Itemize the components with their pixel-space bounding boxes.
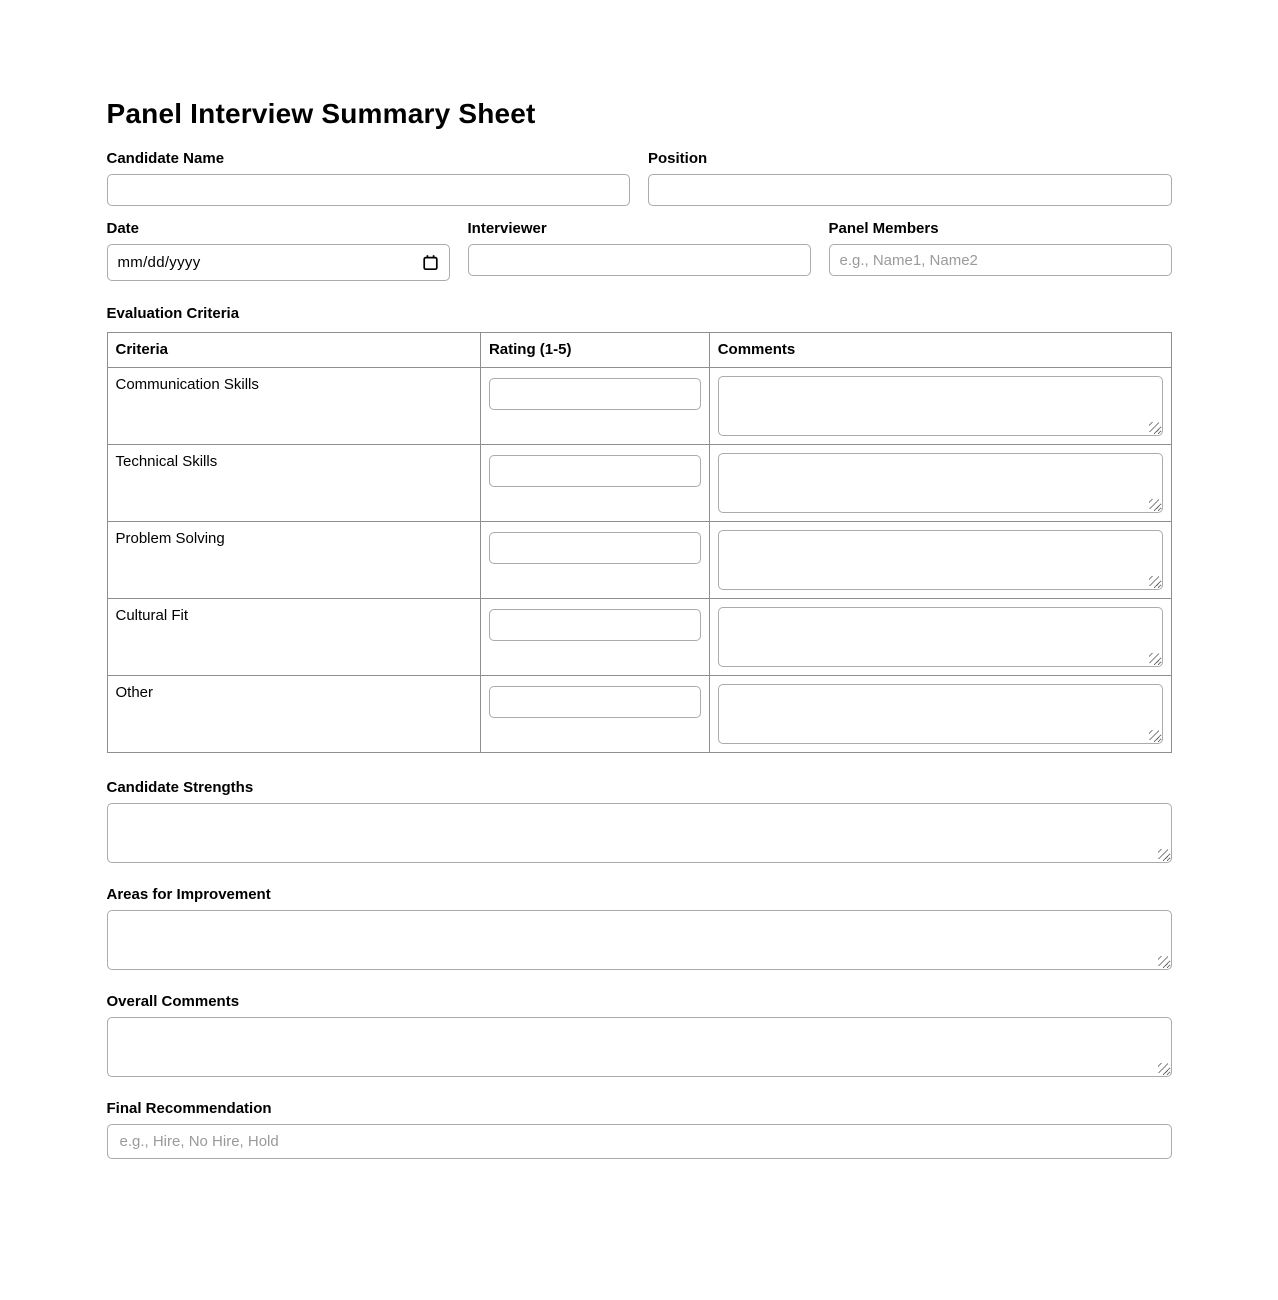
comments-cell <box>708 598 1172 676</box>
comments-cell <box>708 675 1172 753</box>
criteria-name: Technical Skills <box>106 444 481 522</box>
criteria-row: Problem Solving <box>106 521 1172 599</box>
areas-for-improvement-label: Areas for Improvement <box>106 886 271 903</box>
evaluation-table-header-row: Criteria Rating (1-5) Comments <box>106 332 1172 368</box>
criteria-row: Cultural Fit <box>106 598 1172 676</box>
rating-input[interactable] <box>488 378 701 410</box>
comments-column-header: Comments <box>708 332 1172 368</box>
rating-cell <box>479 521 710 599</box>
position-field: Position <box>648 151 1172 206</box>
rating-cell <box>479 444 710 522</box>
final-recommendation-section: Final Recommendation <box>106 1100 1172 1159</box>
name-position-row: Candidate Name Position <box>106 150 1172 206</box>
date-placeholder-text: mm/dd/yyyy <box>117 254 201 271</box>
final-recommendation-label: Final Recommendation <box>106 1100 272 1117</box>
panel-members-field: Panel Members <box>828 220 1172 281</box>
calendar-icon[interactable] <box>422 254 439 271</box>
areas-for-improvement-textarea[interactable] <box>106 910 1172 970</box>
panel-members-input[interactable] <box>828 244 1172 276</box>
date-interviewer-panel-row: Date mm/dd/yyyy Interviewer Panel Member… <box>106 220 1172 281</box>
comments-cell <box>708 521 1172 599</box>
page-title: Panel Interview Summary Sheet <box>106 98 536 129</box>
rating-cell <box>479 675 710 753</box>
date-input[interactable]: mm/dd/yyyy <box>106 244 450 281</box>
interviewer-field: Interviewer <box>467 220 811 281</box>
comments-cell <box>708 444 1172 522</box>
rating-input[interactable] <box>488 455 701 487</box>
comment-textarea[interactable] <box>717 453 1163 513</box>
evaluation-table: Criteria Rating (1-5) Comments Communica… <box>106 332 1172 753</box>
criteria-column-header: Criteria <box>106 332 481 368</box>
candidate-name-label: Candidate Name <box>106 150 225 167</box>
comment-textarea[interactable] <box>717 684 1163 744</box>
position-input[interactable] <box>648 174 1172 206</box>
rating-cell <box>479 367 710 445</box>
rating-input[interactable] <box>488 686 701 718</box>
criteria-name: Communication Skills <box>106 367 481 445</box>
panel-members-label: Panel Members <box>828 220 939 237</box>
final-recommendation-input[interactable] <box>106 1124 1172 1159</box>
date-field: Date mm/dd/yyyy <box>106 220 450 281</box>
evaluation-criteria-heading: Evaluation Criteria <box>106 305 240 322</box>
criteria-row: Other <box>106 675 1172 753</box>
comment-textarea[interactable] <box>717 607 1163 667</box>
rating-input[interactable] <box>488 609 701 641</box>
candidate-strengths-section: Candidate Strengths <box>106 779 1172 863</box>
areas-for-improvement-section: Areas for Improvement <box>106 886 1172 970</box>
criteria-row: Communication Skills <box>106 367 1172 445</box>
overall-comments-section: Overall Comments <box>106 993 1172 1077</box>
position-label: Position <box>648 150 708 167</box>
criteria-name: Problem Solving <box>106 521 481 599</box>
comments-cell <box>708 367 1172 445</box>
candidate-strengths-textarea[interactable] <box>106 803 1172 863</box>
panel-interview-summary-form: Panel Interview Summary Sheet Candidate … <box>106 0 1172 1299</box>
criteria-name: Cultural Fit <box>106 598 481 676</box>
overall-comments-label: Overall Comments <box>106 993 240 1010</box>
date-label: Date <box>106 220 140 237</box>
overall-comments-textarea[interactable] <box>106 1017 1172 1077</box>
interviewer-input[interactable] <box>467 244 811 276</box>
rating-column-header: Rating (1-5) <box>479 332 710 368</box>
criteria-name: Other <box>106 675 481 753</box>
comment-textarea[interactable] <box>717 530 1163 590</box>
candidate-name-input[interactable] <box>106 174 630 206</box>
comment-textarea[interactable] <box>717 376 1163 436</box>
criteria-row: Technical Skills <box>106 444 1172 522</box>
rating-cell <box>479 598 710 676</box>
rating-input[interactable] <box>488 532 701 564</box>
candidate-strengths-label: Candidate Strengths <box>106 779 254 796</box>
interviewer-label: Interviewer <box>467 220 547 237</box>
candidate-name-field: Candidate Name <box>106 150 630 206</box>
